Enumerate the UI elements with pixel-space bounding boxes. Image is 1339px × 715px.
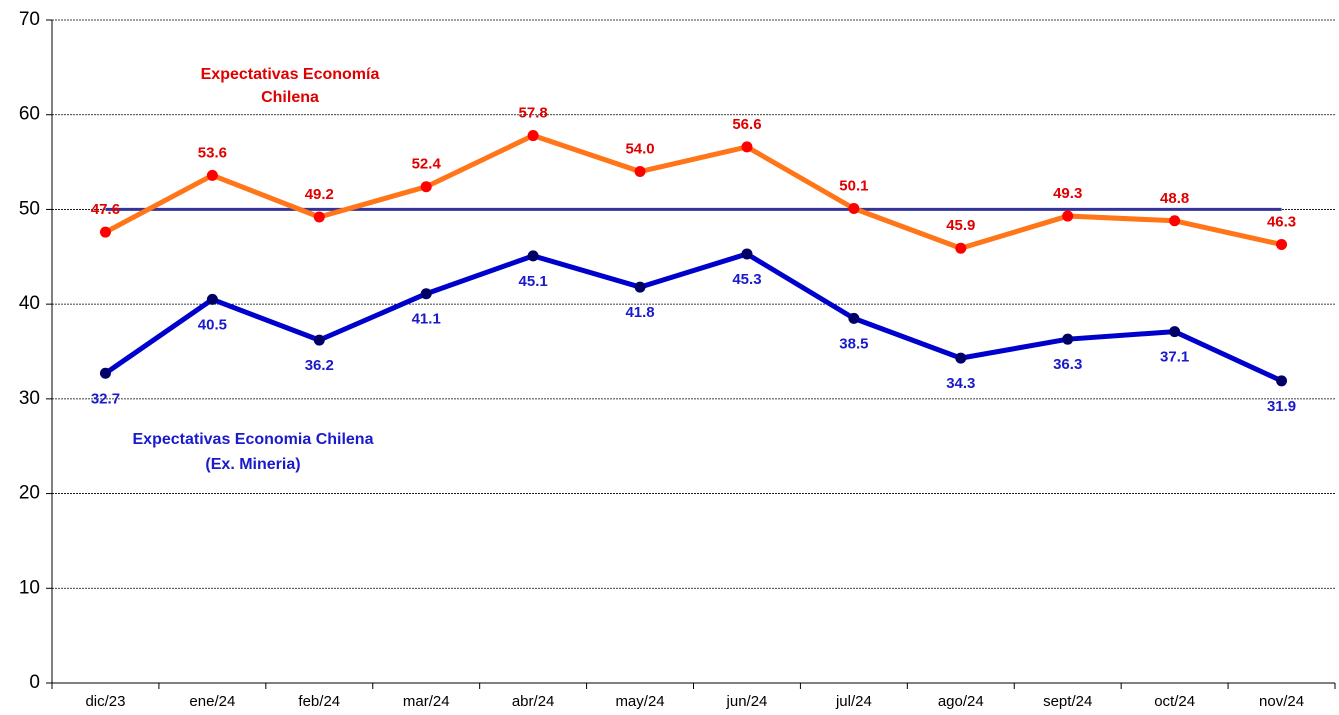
marker xyxy=(206,293,218,305)
value-label: 49.3 xyxy=(1053,185,1082,202)
value-label: 45.3 xyxy=(732,271,761,288)
marker xyxy=(1276,375,1288,387)
y-tick-label: 20 xyxy=(19,483,40,504)
x-tick-label: mar/24 xyxy=(403,693,450,710)
marker xyxy=(1062,210,1074,222)
annotation: Chilena xyxy=(261,89,319,106)
value-label: 45.9 xyxy=(946,217,975,234)
marker xyxy=(1169,215,1181,227)
marker xyxy=(420,288,432,300)
x-tick-label: ago/24 xyxy=(938,693,984,710)
y-tick-label: 0 xyxy=(29,672,40,693)
marker xyxy=(634,281,646,293)
annotation: (Ex. Mineria) xyxy=(205,456,300,473)
marker xyxy=(420,181,432,193)
value-label: 41.1 xyxy=(412,311,441,328)
marker xyxy=(848,202,860,214)
marker xyxy=(955,352,967,364)
x-tick-label: dic/23 xyxy=(85,693,125,710)
value-label: 31.9 xyxy=(1267,398,1296,415)
x-tick-label: oct/24 xyxy=(1154,693,1195,710)
x-tick-label: sept/24 xyxy=(1043,693,1092,710)
marker xyxy=(206,169,218,181)
annotation: Expectativas Economia Chilena xyxy=(133,431,374,448)
y-tick-label: 10 xyxy=(19,577,40,598)
y-tick-label: 30 xyxy=(19,388,40,409)
marker xyxy=(313,334,325,346)
series-line xyxy=(104,251,1283,384)
value-label: 45.1 xyxy=(519,273,548,290)
value-label: 48.8 xyxy=(1160,190,1189,207)
value-label: 57.8 xyxy=(519,105,548,122)
marker xyxy=(99,367,111,379)
value-label: 47.6 xyxy=(91,201,120,218)
value-label: 53.6 xyxy=(198,144,227,161)
y-tick-label: 50 xyxy=(19,198,40,219)
value-label: 41.8 xyxy=(625,304,654,321)
marker xyxy=(1169,326,1181,338)
marker xyxy=(955,242,967,254)
value-label: 56.6 xyxy=(732,116,761,133)
value-label: 46.3 xyxy=(1267,213,1296,230)
x-tick-label: nov/24 xyxy=(1259,693,1304,710)
marker xyxy=(848,312,860,324)
y-tick-label: 70 xyxy=(19,9,40,30)
value-label: 38.5 xyxy=(839,335,868,352)
x-tick-label: feb/24 xyxy=(298,693,340,710)
x-tick-label: ene/24 xyxy=(189,693,235,710)
annotation: Expectativas Economía xyxy=(201,66,380,83)
x-tick-label: jun/24 xyxy=(726,693,768,710)
marker xyxy=(634,166,646,178)
value-label: 50.1 xyxy=(839,177,868,194)
value-label: 36.3 xyxy=(1053,356,1082,373)
marker xyxy=(741,141,753,153)
marker xyxy=(527,250,539,262)
x-tick-label: may/24 xyxy=(615,693,664,710)
x-tick-label: abr/24 xyxy=(512,693,555,710)
marker xyxy=(527,130,539,142)
value-label: 52.4 xyxy=(412,156,442,173)
value-label: 32.7 xyxy=(91,390,120,407)
value-label: 54.0 xyxy=(625,141,654,158)
x-tick-label: jul/24 xyxy=(835,693,872,710)
marker xyxy=(313,211,325,223)
value-label: 34.3 xyxy=(946,375,975,392)
value-label: 49.2 xyxy=(305,186,334,203)
marker xyxy=(99,226,111,238)
value-label: 40.5 xyxy=(198,316,227,333)
value-label: 36.2 xyxy=(305,357,334,374)
marker xyxy=(741,248,753,260)
y-tick-label: 60 xyxy=(19,104,40,125)
y-tick-label: 40 xyxy=(19,293,40,314)
value-label: 37.1 xyxy=(1160,349,1189,366)
marker xyxy=(1062,333,1074,345)
series-line xyxy=(104,133,1283,251)
marker xyxy=(1276,238,1288,250)
